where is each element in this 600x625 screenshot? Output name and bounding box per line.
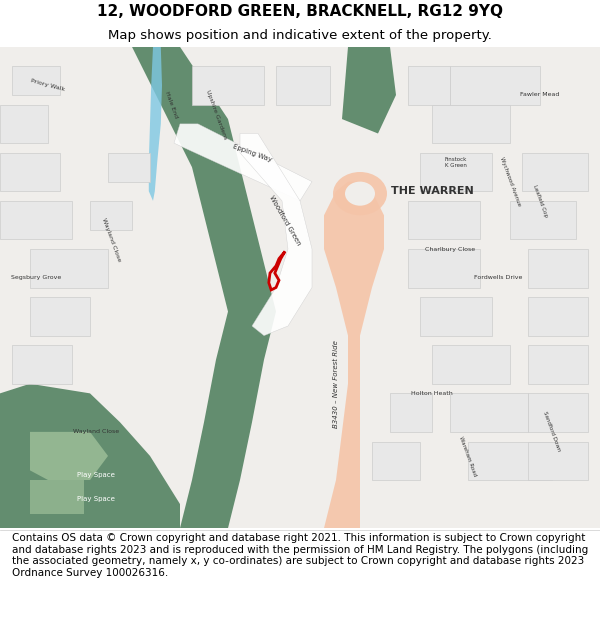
Text: Upshire Gardens: Upshire Gardens bbox=[205, 89, 227, 139]
Polygon shape bbox=[528, 249, 588, 288]
Text: Play Space: Play Space bbox=[77, 496, 115, 502]
Polygon shape bbox=[30, 249, 108, 288]
Polygon shape bbox=[276, 66, 330, 104]
Circle shape bbox=[345, 182, 375, 206]
Text: Play Space: Play Space bbox=[77, 472, 115, 478]
Polygon shape bbox=[528, 345, 588, 384]
Polygon shape bbox=[312, 182, 384, 528]
Polygon shape bbox=[149, 47, 162, 201]
Polygon shape bbox=[174, 124, 312, 201]
Polygon shape bbox=[408, 249, 480, 288]
Polygon shape bbox=[240, 134, 312, 336]
Text: Hale End: Hale End bbox=[164, 91, 178, 119]
Polygon shape bbox=[450, 66, 540, 104]
Polygon shape bbox=[192, 66, 264, 104]
Polygon shape bbox=[0, 384, 180, 528]
Polygon shape bbox=[450, 393, 528, 432]
Polygon shape bbox=[0, 104, 48, 143]
Polygon shape bbox=[0, 152, 60, 191]
Text: Leafield Cop: Leafield Cop bbox=[532, 184, 548, 218]
Polygon shape bbox=[12, 66, 60, 95]
Text: Fawler Mead: Fawler Mead bbox=[520, 92, 560, 98]
Polygon shape bbox=[372, 441, 420, 480]
Text: THE WARREN: THE WARREN bbox=[391, 186, 473, 196]
Text: Fordwells Drive: Fordwells Drive bbox=[474, 276, 522, 281]
Polygon shape bbox=[30, 297, 90, 336]
Polygon shape bbox=[408, 201, 480, 239]
Text: Wareham Road: Wareham Road bbox=[458, 435, 478, 477]
Text: Contains OS data © Crown copyright and database right 2021. This information is : Contains OS data © Crown copyright and d… bbox=[12, 533, 588, 578]
Polygon shape bbox=[528, 393, 588, 432]
Polygon shape bbox=[432, 345, 510, 384]
Circle shape bbox=[333, 172, 387, 215]
Polygon shape bbox=[420, 152, 492, 191]
Text: B3430 – New Forest Ride: B3430 – New Forest Ride bbox=[333, 340, 339, 428]
Text: Finstock
K Green: Finstock K Green bbox=[445, 157, 467, 168]
Text: Woodford Green: Woodford Green bbox=[268, 194, 302, 246]
Polygon shape bbox=[522, 152, 588, 191]
Polygon shape bbox=[108, 152, 150, 182]
Text: Holton Heath: Holton Heath bbox=[411, 391, 453, 396]
Polygon shape bbox=[342, 47, 396, 134]
Text: Map shows position and indicative extent of the property.: Map shows position and indicative extent… bbox=[108, 29, 492, 42]
Text: Segsbury Grove: Segsbury Grove bbox=[11, 276, 61, 281]
Text: Epping Way: Epping Way bbox=[232, 143, 272, 162]
Text: Priory Walk: Priory Walk bbox=[31, 78, 65, 92]
Polygon shape bbox=[30, 480, 84, 514]
Polygon shape bbox=[528, 441, 588, 480]
Text: Wychwood Avenue: Wychwood Avenue bbox=[499, 156, 521, 207]
Polygon shape bbox=[0, 201, 72, 239]
Polygon shape bbox=[390, 393, 432, 432]
Text: 12, WOODFORD GREEN, BRACKNELL, RG12 9YQ: 12, WOODFORD GREEN, BRACKNELL, RG12 9YQ bbox=[97, 4, 503, 19]
Text: Wayland Close: Wayland Close bbox=[73, 429, 119, 434]
Polygon shape bbox=[30, 432, 108, 480]
Text: Charlbury Close: Charlbury Close bbox=[425, 246, 475, 251]
Polygon shape bbox=[420, 297, 492, 336]
Polygon shape bbox=[90, 201, 132, 230]
Polygon shape bbox=[528, 297, 588, 336]
Polygon shape bbox=[408, 66, 450, 104]
Text: Wayland Close: Wayland Close bbox=[101, 217, 121, 262]
Text: Sandford Down: Sandford Down bbox=[542, 411, 562, 452]
Polygon shape bbox=[432, 104, 510, 143]
Polygon shape bbox=[132, 47, 276, 528]
Polygon shape bbox=[510, 201, 576, 239]
Polygon shape bbox=[468, 441, 552, 480]
Polygon shape bbox=[12, 345, 72, 384]
